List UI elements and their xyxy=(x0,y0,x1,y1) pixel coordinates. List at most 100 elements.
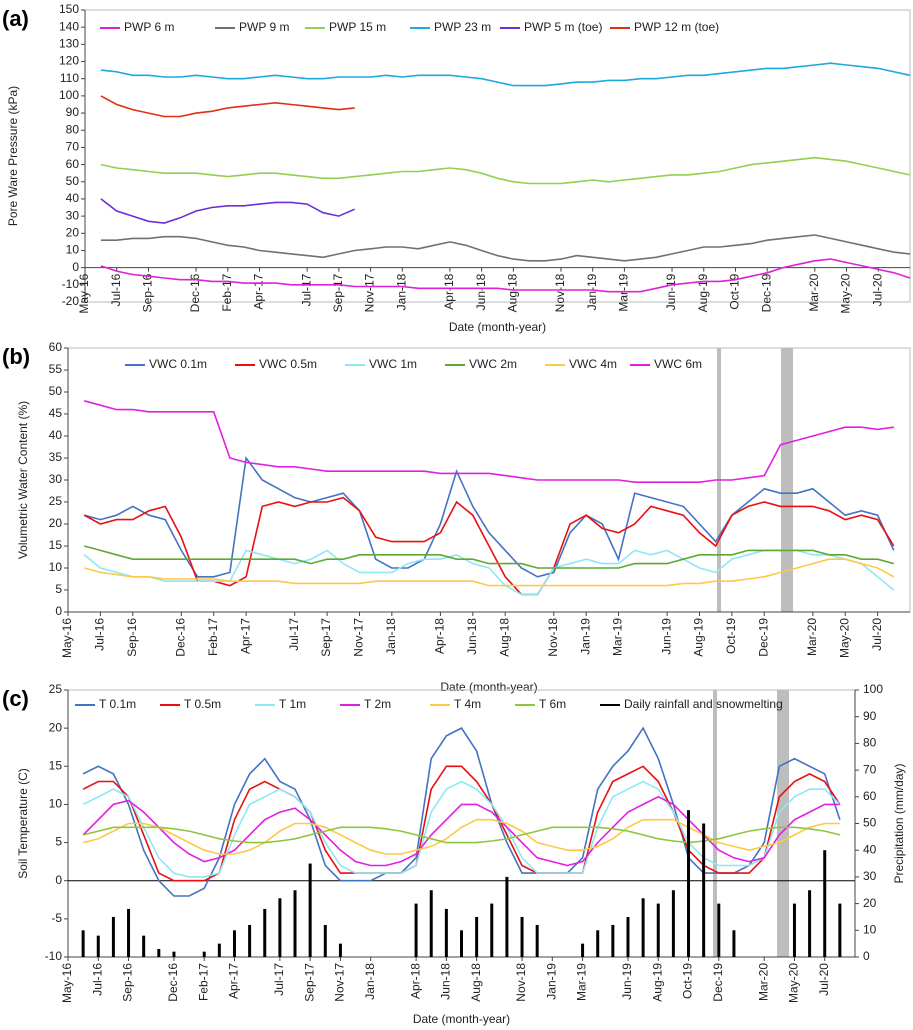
y2-axis-label: Precipitation (mm/day) xyxy=(892,763,906,883)
x-tick-label: Jul-16 xyxy=(109,273,123,306)
series-line xyxy=(100,198,356,224)
legend-label: T 0.5m xyxy=(184,697,221,711)
rain-bar xyxy=(808,890,812,957)
rain-bar xyxy=(96,935,100,957)
y-tick-label: 120 xyxy=(59,54,79,68)
x-tick-label: Apr-17 xyxy=(252,273,266,309)
x-tick-label: May-20 xyxy=(787,963,801,1003)
x-tick-label: Aug-19 xyxy=(692,618,706,657)
rain-bar xyxy=(656,903,660,957)
y-tick-label: 15 xyxy=(49,538,63,552)
y-tick-label: 130 xyxy=(59,37,79,51)
legend-label: T 2m xyxy=(364,697,391,711)
rain-bar xyxy=(792,903,796,957)
y-tick-label: 40 xyxy=(66,191,80,205)
x-tick-label: Jun-19 xyxy=(664,273,678,310)
legend-label: PWP 23 m xyxy=(434,20,491,34)
y-tick-label: 45 xyxy=(49,406,63,420)
y2-tick-label: 40 xyxy=(863,842,877,856)
x-tick-label: Oct-19 xyxy=(681,963,695,999)
rain-bar xyxy=(429,890,433,957)
y-tick-label: 20 xyxy=(49,516,63,530)
rain-bar xyxy=(157,948,161,957)
shaded-period xyxy=(713,690,717,957)
x-tick-label: Aug-19 xyxy=(696,273,710,312)
y-tick-label: -10 xyxy=(62,277,80,291)
y-tick-label: 140 xyxy=(59,19,79,33)
x-tick-label: Dec-16 xyxy=(188,273,202,312)
legend-label: PWP 15 m xyxy=(329,20,386,34)
x-tick-label: Jul-16 xyxy=(90,963,104,996)
x-tick-label: May-16 xyxy=(77,273,91,313)
x-tick-label: Feb-17 xyxy=(206,618,220,656)
y-axis-label: Soil Temperature (C) xyxy=(16,768,30,878)
series-line xyxy=(83,496,895,596)
y-tick-label: -20 xyxy=(62,294,80,308)
y-tick-label: 20 xyxy=(66,225,80,239)
series-line xyxy=(100,95,355,118)
rain-bar xyxy=(520,916,524,957)
y-tick-label: 0 xyxy=(55,604,62,618)
x-tick-label: Aug-18 xyxy=(497,618,511,657)
rain-bar xyxy=(414,903,418,957)
rain-bar xyxy=(460,930,463,957)
y2-tick-label: 30 xyxy=(863,869,877,883)
series-line xyxy=(100,62,911,87)
series-line xyxy=(82,765,841,882)
y2-tick-label: 0 xyxy=(863,949,870,963)
y-tick-label: 30 xyxy=(49,472,63,486)
rain-bar xyxy=(611,924,615,957)
rain-bar xyxy=(127,908,131,957)
legend-label: VWC 1m xyxy=(369,357,417,371)
x-tick-label: Dec-16 xyxy=(166,963,180,1002)
x-tick-label: Jun-18 xyxy=(439,963,453,1000)
series-line xyxy=(83,545,895,569)
legend-label: VWC 6m xyxy=(654,357,702,371)
x-tick-label: Jan-19 xyxy=(578,618,592,655)
shaded-period xyxy=(781,348,793,612)
rain-bar xyxy=(338,943,342,957)
series-line xyxy=(100,258,911,293)
rain-bar xyxy=(111,916,115,957)
x-tick-label: Nov-18 xyxy=(514,963,528,1002)
rain-bar xyxy=(596,930,600,957)
series-line xyxy=(82,795,840,867)
y-tick-label: 40 xyxy=(49,428,63,442)
x-tick-label: Mar-19 xyxy=(611,618,625,656)
x-tick-label: Nov-17 xyxy=(363,273,377,312)
x-tick-label: Dec-19 xyxy=(756,618,770,657)
rain-bar xyxy=(263,908,267,957)
x-tick-label: May-20 xyxy=(839,273,853,313)
legend-label: VWC 0.1m xyxy=(149,357,207,371)
y2-tick-label: 100 xyxy=(863,682,883,696)
x-tick-label: Sep-16 xyxy=(121,963,135,1002)
legend-label: VWC 4m xyxy=(569,357,617,371)
rain-bar xyxy=(732,930,736,957)
x-tick-label: May-16 xyxy=(60,618,74,658)
y-tick-label: -5 xyxy=(51,911,62,925)
series-line xyxy=(83,400,894,483)
panel-label: (b) xyxy=(2,344,30,369)
x-tick-label: Mar-19 xyxy=(575,963,589,1001)
x-axis-label: Date (month-year) xyxy=(449,320,546,334)
x-tick-label: Mar-20 xyxy=(807,273,821,311)
x-tick-label: Aug-18 xyxy=(469,963,483,1002)
y-tick-label: 10 xyxy=(49,797,63,811)
y-tick-label: 110 xyxy=(60,71,79,85)
legend-label: Daily rainfall and snowmelting xyxy=(624,697,783,711)
rain-bar xyxy=(278,898,282,957)
rain-bar xyxy=(581,943,585,957)
y-tick-label: 15 xyxy=(49,758,63,772)
x-tick-label: Nov-17 xyxy=(333,963,347,1002)
y-axis-label: Pore Ware Pressure (kPa) xyxy=(6,86,20,226)
x-axis-label: Date (month-year) xyxy=(440,680,537,694)
x-tick-label: Sep-17 xyxy=(302,963,316,1002)
series-line xyxy=(82,780,841,878)
y-tick-label: -10 xyxy=(45,949,63,963)
rain-bar xyxy=(323,924,327,957)
x-tick-label: Oct-19 xyxy=(724,618,738,654)
plot-frame xyxy=(67,689,856,958)
x-tick-label: May-20 xyxy=(837,618,851,658)
x-tick-label: Jun-18 xyxy=(465,618,479,655)
